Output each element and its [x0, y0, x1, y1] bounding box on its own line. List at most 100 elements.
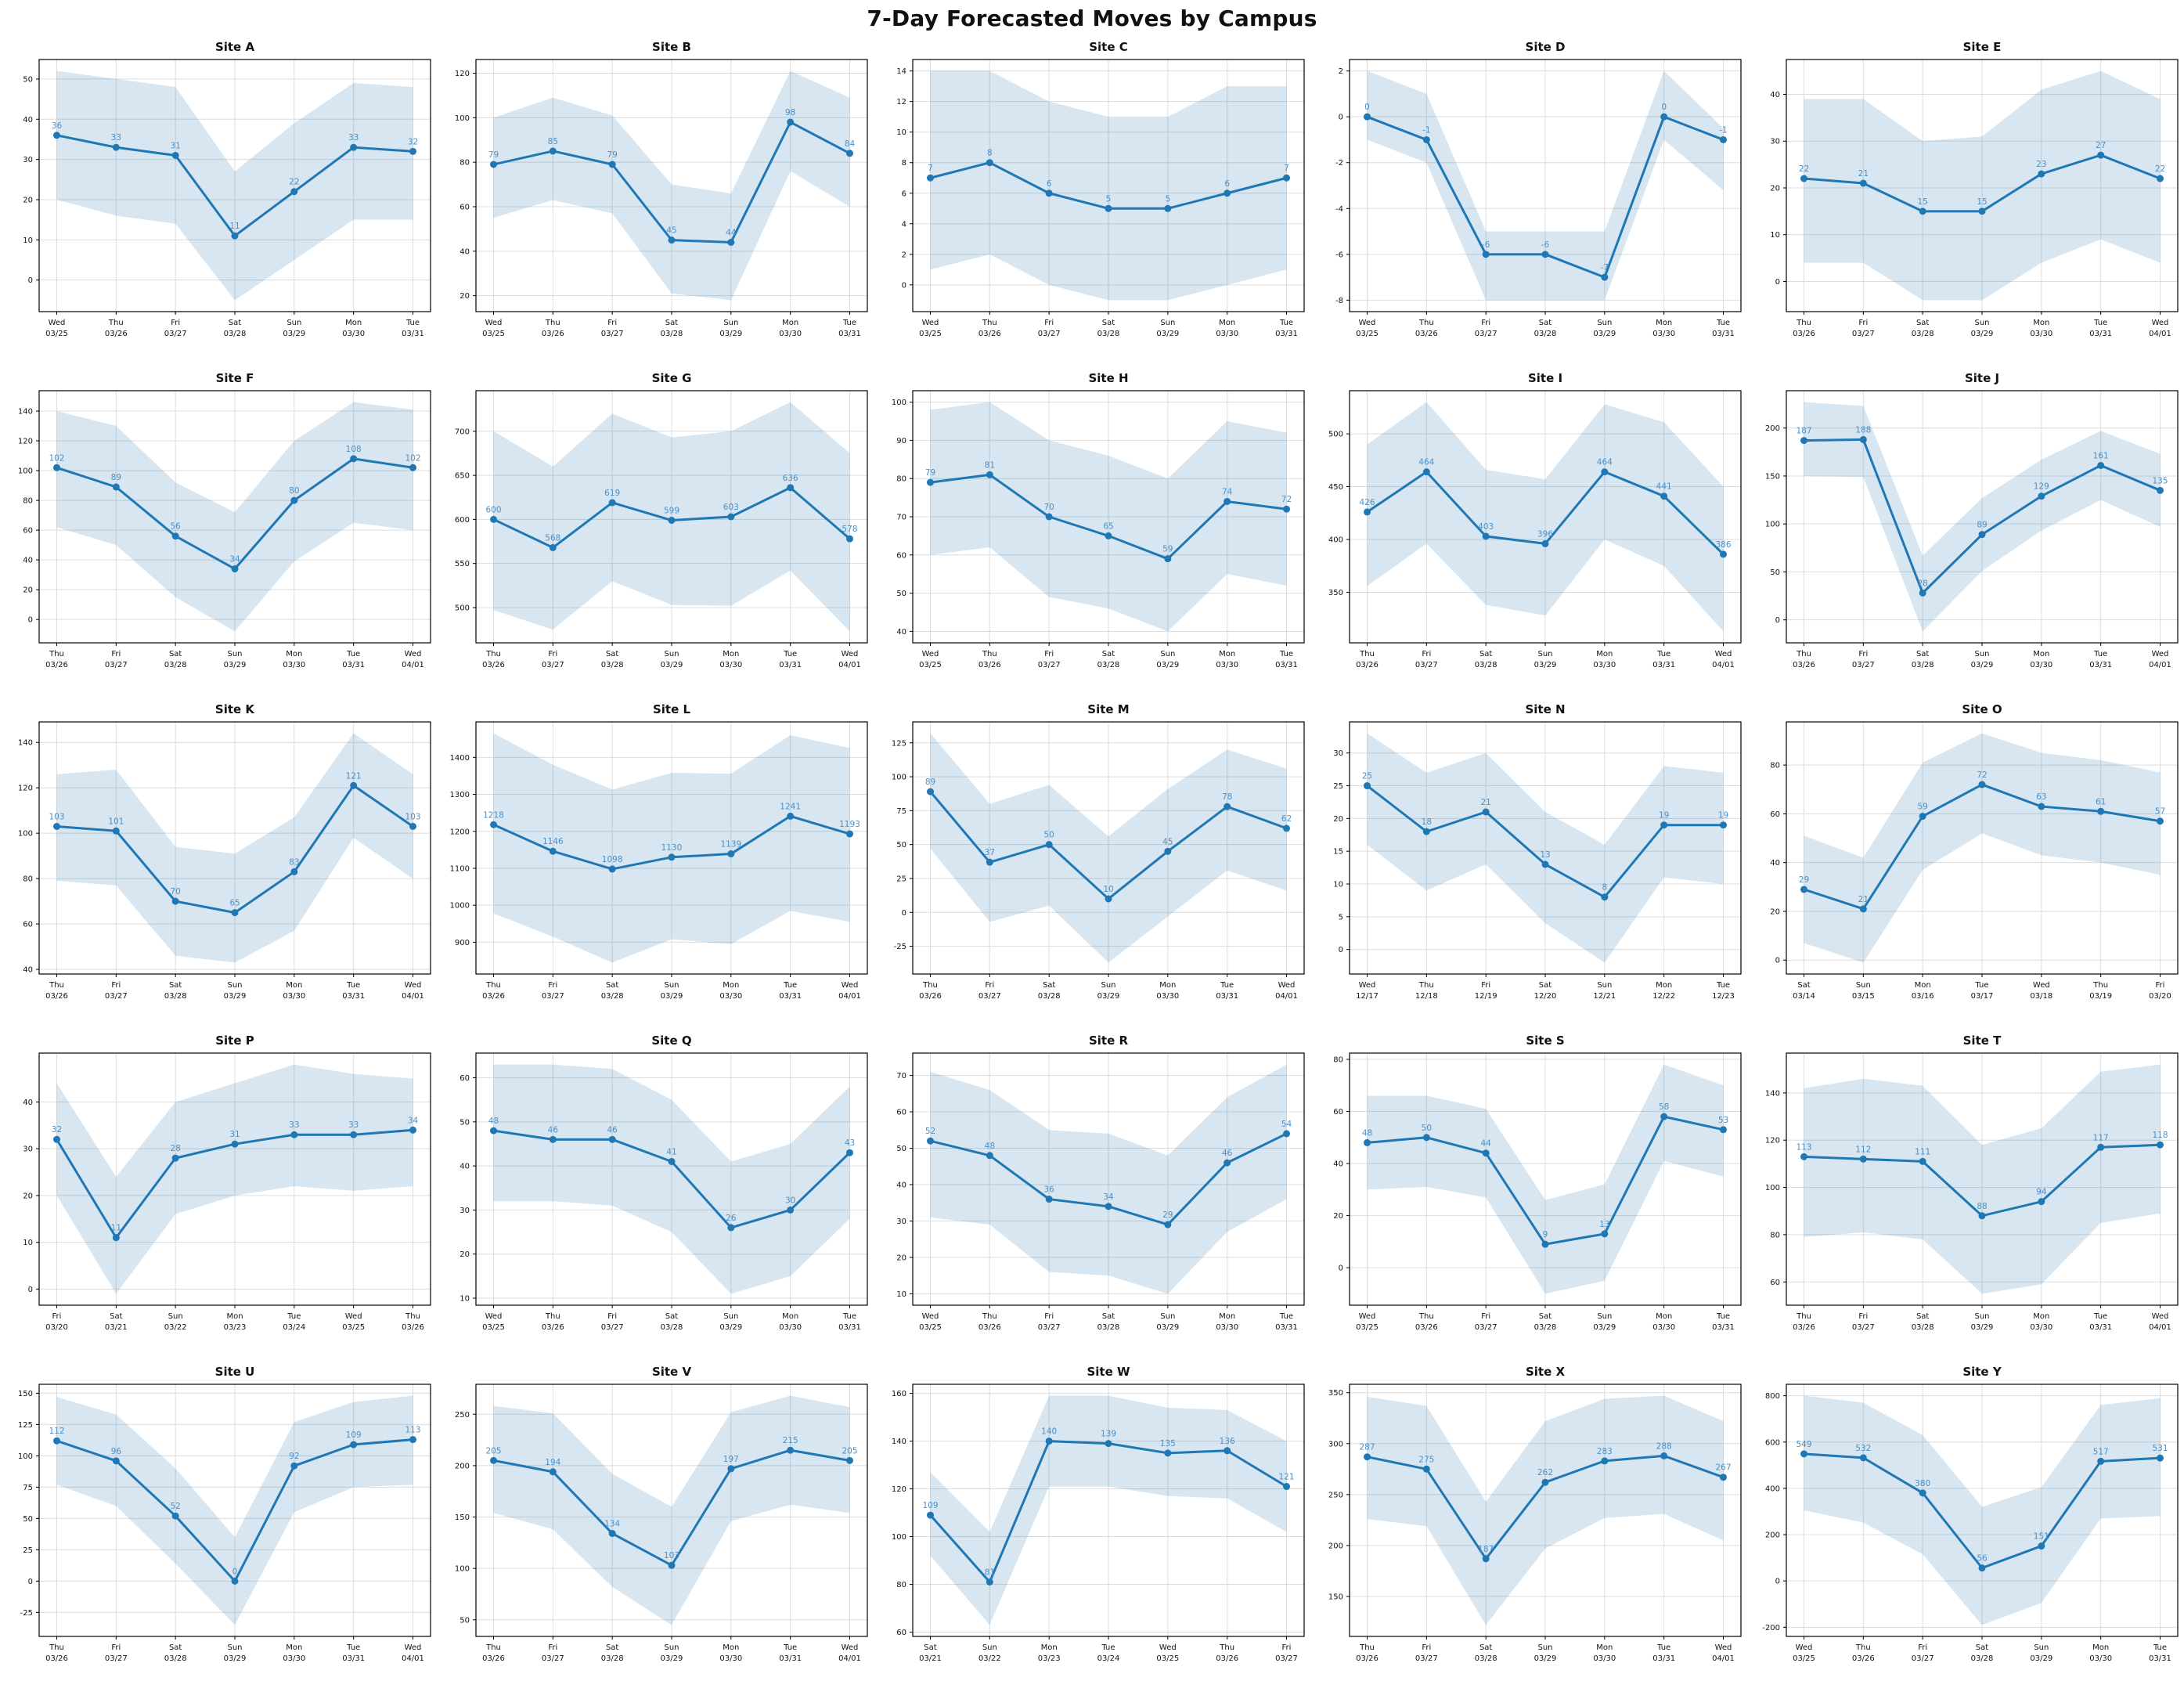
- plot-border: [38, 390, 431, 644]
- value-label: 205: [842, 1446, 857, 1456]
- y-tick-label: 200: [1765, 424, 1780, 433]
- x-tick-date: 03/26: [542, 330, 564, 338]
- x-tick-date: 03/28: [661, 330, 683, 338]
- x-tick-day: Mon: [782, 1312, 798, 1321]
- value-label: 96: [111, 1447, 122, 1456]
- x-tick-day: Tue: [405, 319, 420, 327]
- x-tick-date: 03/28: [1912, 1323, 1934, 1332]
- y-tick-label: 60: [896, 551, 906, 560]
- x-tick-date: 03/31: [779, 661, 802, 669]
- data-point: [231, 232, 239, 240]
- value-label: 21: [1480, 798, 1490, 807]
- plot-border: [1349, 390, 1742, 644]
- y-tick-label: 75: [23, 1484, 33, 1492]
- confidence-band: [930, 70, 1287, 301]
- value-label: 29: [1799, 875, 1809, 885]
- x-tick-date: 03/29: [1971, 661, 1994, 669]
- x-tick-date: 03/27: [1275, 1654, 1298, 1663]
- x-tick-date: 03/30: [779, 330, 802, 338]
- value-label: 92: [289, 1452, 299, 1461]
- data-point: [1800, 886, 1807, 893]
- data-point: [1800, 1153, 1807, 1160]
- x-tick-day: Mon: [1915, 981, 1931, 990]
- x-tick-day: Mon: [723, 1643, 739, 1652]
- value-label: 22: [289, 178, 299, 187]
- value-label: 89: [1977, 521, 1987, 530]
- plot-border: [475, 390, 868, 644]
- value-label: 135: [1160, 1439, 1176, 1448]
- x-tick-day: Wed: [1715, 650, 1732, 658]
- value-label: 57: [2155, 807, 2165, 817]
- x-tick-day: Fri: [607, 319, 617, 327]
- x-tick-date: 12/17: [1356, 992, 1379, 1001]
- value-label: 58: [1659, 1102, 1669, 1112]
- value-label: 46: [548, 1125, 559, 1135]
- x-tick-date: 03/26: [1793, 1323, 1815, 1332]
- value-label: 288: [1656, 1441, 1672, 1451]
- x-tick-date: 03/26: [482, 992, 505, 1001]
- data-point: [231, 1577, 239, 1585]
- data-point: [1482, 532, 1490, 540]
- data-point: [1660, 113, 1668, 121]
- y-tick-label: 50: [460, 1118, 470, 1127]
- y-tick-label: -2: [1335, 159, 1343, 168]
- value-label: 48: [985, 1142, 995, 1151]
- value-label: 380: [1915, 1479, 1930, 1488]
- chart-title: Site G: [652, 371, 692, 385]
- x-tick-date: 03/25: [482, 330, 505, 338]
- x-tick-day: Mon: [1596, 650, 1613, 658]
- y-tick-label: 80: [23, 497, 33, 506]
- data-point: [350, 781, 358, 789]
- data-point: [1800, 175, 1807, 182]
- y-tick-label: 20: [23, 1192, 33, 1200]
- x-tick-day: Tue: [783, 650, 797, 658]
- chart-site-q: Wed 03/25 Thu 03/26 Fri 03/27 Sat 03/28 Sun 03/29…: [460, 1034, 868, 1332]
- x-tick-date: 03/31: [1652, 661, 1675, 669]
- data-point: [2038, 1198, 2045, 1206]
- value-label: 549: [1796, 1440, 1811, 1449]
- data-point: [231, 1140, 239, 1148]
- x-tick-date: 03/25: [1356, 330, 1379, 338]
- data-point: [1541, 251, 1549, 258]
- y-tick-label: 30: [1770, 138, 1780, 146]
- chart-site-c: Wed 03/25 Thu 03/26 Fri 03/27 Sat 03/28 Sun 03/29…: [896, 40, 1305, 338]
- x-tick-date: 03/30: [1216, 330, 1238, 338]
- y-tick-label: 60: [896, 1629, 906, 1637]
- x-tick-day: Wed: [405, 1643, 422, 1652]
- x-tick-date: 03/26: [45, 661, 68, 669]
- data-point: [1224, 497, 1231, 505]
- y-tick-label: 100: [1765, 1184, 1780, 1192]
- data-point: [1045, 513, 1053, 521]
- data-point: [1105, 895, 1112, 903]
- x-tick-date: 03/27: [978, 992, 1001, 1001]
- value-label: 63: [2036, 792, 2046, 802]
- x-tick-date: 03/28: [601, 1654, 624, 1663]
- value-label: 44: [1480, 1139, 1491, 1149]
- y-tick-label: 0: [28, 276, 33, 285]
- data-point: [1283, 1130, 1290, 1138]
- x-tick-date: 03/29: [1971, 330, 1994, 338]
- value-label: 5: [1106, 194, 1112, 204]
- x-tick-day: Fri: [1481, 1312, 1490, 1321]
- value-label: 65: [1103, 521, 1113, 531]
- x-tick-day: Mon: [286, 1643, 302, 1652]
- y-tick-label: 20: [1770, 184, 1780, 193]
- data-point: [2097, 1457, 2105, 1465]
- confidence-band: [930, 733, 1287, 963]
- y-tick-label: 50: [1770, 568, 1780, 577]
- confidence-band: [1804, 1064, 2161, 1294]
- y-tick-label: 80: [23, 875, 33, 884]
- x-tick-day: Fri: [111, 650, 121, 658]
- y-tick-label: 50: [460, 1616, 470, 1625]
- value-label: 53: [1718, 1116, 1728, 1125]
- data-point: [1859, 1454, 1867, 1462]
- value-label: 36: [52, 121, 63, 131]
- data-point: [2097, 1143, 2105, 1151]
- x-tick-date: 03/30: [1216, 661, 1238, 669]
- x-tick-date: 03/29: [224, 992, 247, 1001]
- x-tick-date: 03/27: [601, 330, 624, 338]
- value-label: 134: [604, 1520, 620, 1529]
- data-point: [1720, 821, 1727, 829]
- x-tick-date: 03/26: [45, 1654, 68, 1663]
- y-tick-label: 10: [23, 236, 33, 245]
